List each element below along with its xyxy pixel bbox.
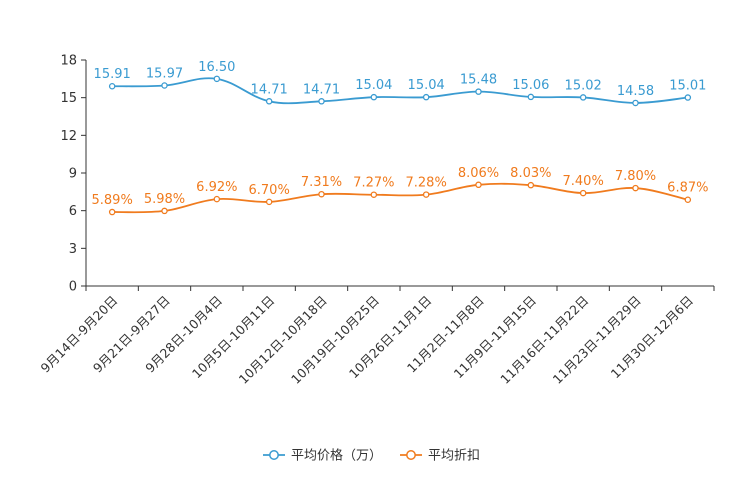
series-1-data-label: 8.06% [458, 166, 499, 181]
series-1-point [213, 195, 221, 203]
y-tick-label: 15 [60, 91, 77, 106]
series-0-point [579, 94, 587, 101]
series-0-data-label: 15.48 [460, 73, 497, 88]
series-1-line [112, 182, 689, 214]
x-category-label: 11月16日-11月22日 [497, 293, 591, 387]
series-0-data-label: 15.04 [408, 78, 445, 93]
series-1-data-label: 7.80% [615, 169, 656, 184]
series-0: 15.91 15.97 16.50 14.71 14.71 15.04 15.04 15.48… [94, 60, 706, 107]
series-0-point [161, 82, 168, 89]
series-0-point [475, 88, 482, 95]
series-1-point [265, 198, 273, 206]
legend-marker-icon [406, 450, 416, 460]
series-0-data-label: 15.06 [512, 78, 549, 93]
series-1-data-label: 7.28% [406, 176, 447, 191]
legend-item-0[interactable]: 平均价格（万） [263, 448, 382, 464]
series-0-point [684, 94, 692, 101]
series-1-point [632, 184, 639, 192]
series-0-data-label: 14.71 [251, 82, 288, 97]
legend-label: 平均折扣 [428, 449, 480, 464]
series-0-point [265, 98, 273, 105]
series-0-data-label: 15.97 [146, 66, 183, 81]
chart-series: 15.91 15.97 16.50 14.71 14.71 15.04 15.04 15.48… [92, 60, 708, 216]
series-0-data-label: 16.50 [198, 60, 235, 75]
series-1-point [318, 190, 325, 198]
x-category-label: 11月23日-11月29日 [550, 293, 644, 387]
series-1: 5.89% 5.98% 6.92% 6.70% 7.31% 7.27% 7.28% 8.06%… [92, 166, 708, 216]
series-0-point [213, 75, 221, 83]
series-1-data-label: 6.87% [667, 181, 708, 196]
series-1-data-label: 7.27% [353, 176, 394, 191]
legend-marker-icon [269, 450, 279, 460]
x-category-label: 10月19日-10月25日 [288, 293, 382, 387]
legend-item-1[interactable]: 平均折扣 [400, 449, 480, 464]
series-0-point [370, 93, 378, 101]
series-0-data-label: 15.02 [565, 78, 602, 93]
y-tick-label: 6 [69, 204, 77, 219]
chart-axes: 03691215189月14日-9月20日9月21日-9月27日9月28日-10… [38, 54, 715, 387]
series-1-data-label: 8.03% [510, 166, 551, 181]
series-0-point [108, 82, 116, 90]
series-0-data-label: 15.01 [669, 79, 706, 94]
series-1-data-label: 6.70% [249, 183, 290, 198]
series-1-point [579, 189, 587, 197]
y-tick-label: 3 [69, 242, 77, 257]
y-tick-label: 9 [69, 167, 77, 182]
series-1-data-label: 7.31% [301, 175, 342, 190]
series-1-data-label: 7.40% [563, 174, 604, 189]
series-0-point [632, 99, 639, 107]
series-1-point [684, 196, 692, 203]
series-1-point [527, 181, 535, 189]
x-category-label: 10月12日-10月18日 [236, 293, 330, 387]
series-1-point [370, 191, 378, 198]
series-1-data-label: 5.89% [92, 193, 133, 208]
series-0-data-label: 14.71 [303, 82, 340, 97]
series-0-point [422, 93, 430, 101]
series-0-line [112, 77, 688, 105]
series-0-data-label: 14.58 [617, 84, 654, 99]
series-1-point [475, 181, 482, 189]
y-tick-label: 12 [60, 129, 77, 144]
series-0-point [318, 98, 325, 105]
series-1-data-label: 5.98% [144, 192, 185, 207]
series-0-data-label: 15.04 [355, 78, 392, 93]
y-tick-label: 18 [60, 54, 77, 69]
series-1-point [161, 207, 168, 215]
series-0-point [527, 93, 535, 101]
y-tick-label: 0 [69, 280, 77, 295]
chart-legend: 平均价格（万） 平均折扣 [263, 448, 480, 464]
series-1-data-label: 6.92% [196, 180, 237, 195]
series-0-data-label: 15.91 [94, 67, 131, 82]
series-1-point [422, 191, 430, 198]
series-1-point [108, 208, 116, 216]
legend-label: 平均价格（万） [291, 448, 382, 464]
